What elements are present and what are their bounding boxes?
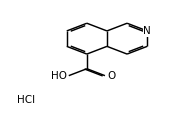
Text: HO: HO xyxy=(51,71,67,81)
Text: O: O xyxy=(107,71,115,81)
Text: HCl: HCl xyxy=(17,95,35,105)
Text: N: N xyxy=(143,26,151,36)
